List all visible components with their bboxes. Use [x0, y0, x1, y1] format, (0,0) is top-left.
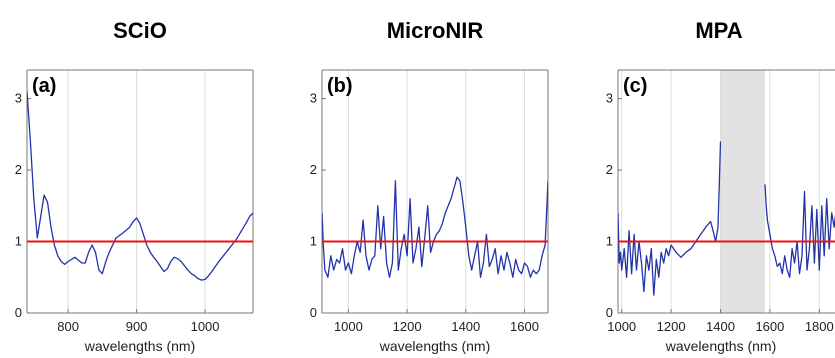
y-tick-label: 2	[310, 162, 317, 177]
x-tick-label: 1600	[510, 319, 539, 334]
x-tick-label: 1600	[755, 319, 784, 334]
y-tick-label: 3	[310, 91, 317, 106]
x-axis-label: wavelengths (nm)	[84, 338, 196, 354]
x-axis-label: wavelengths (nm)	[379, 338, 491, 354]
panel-label: (b)	[327, 75, 353, 97]
x-tick-label: 1800	[805, 319, 834, 334]
y-tick-label: 0	[15, 305, 22, 320]
y-tick-label: 3	[15, 91, 22, 106]
x-tick-label: 900	[126, 319, 148, 334]
panel-label: (c)	[623, 75, 647, 97]
series-line	[322, 176, 548, 278]
x-tick-label: 1000	[191, 319, 220, 334]
x-tick-label: 1200	[657, 319, 686, 334]
chart-title: SCiO	[113, 18, 167, 43]
chart-title: MPA	[695, 18, 742, 43]
y-tick-label: 1	[310, 234, 317, 249]
y-tick-label: 0	[606, 305, 613, 320]
y-tick-label: 2	[15, 162, 22, 177]
x-tick-label: 1400	[451, 319, 480, 334]
series-line	[618, 141, 722, 296]
x-axis-label: wavelengths (nm)	[665, 338, 777, 354]
y-tick-label: 1	[15, 234, 22, 249]
x-tick-label: 1000	[334, 319, 363, 334]
shaded-region	[720, 70, 765, 313]
y-tick-label: 2	[606, 162, 613, 177]
series-line	[764, 184, 835, 278]
panel-micronir: MicroNIR 0 1 2 3 1000 1200 1400 1600 wavelengths …	[310, 18, 549, 354]
panel-mpa: MPA 0 1 2 3 1000 1200 1400 1600 1800 wavelengths (…	[606, 18, 835, 354]
panel-scio: SCiO 0 1 2 3 800 900 1000 wavelengths (nm) (a)	[15, 18, 254, 354]
series-line	[27, 91, 253, 281]
x-tick-label: 1400	[706, 319, 735, 334]
x-tick-label: 800	[57, 319, 79, 334]
x-tick-label: 1200	[393, 319, 422, 334]
y-tick-label: 0	[310, 305, 317, 320]
y-tick-label: 1	[606, 234, 613, 249]
y-tick-label: 3	[606, 91, 613, 106]
panel-label: (a)	[32, 75, 56, 97]
chart-title: MicroNIR	[387, 18, 484, 43]
x-tick-label: 1000	[607, 319, 636, 334]
